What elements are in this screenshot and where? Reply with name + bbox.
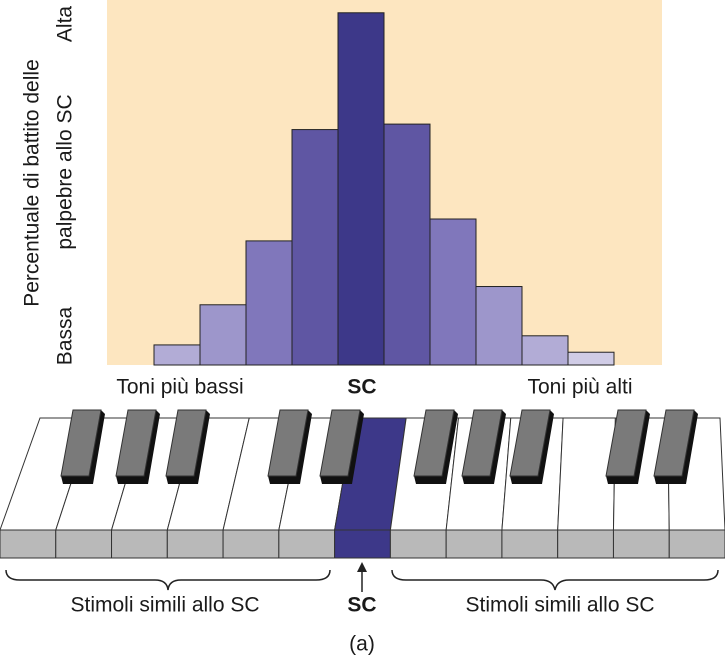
key-front — [668, 529, 725, 559]
key-front — [445, 529, 503, 559]
black-key — [115, 409, 157, 477]
black-key — [165, 409, 207, 477]
piano-left-label: Stimoli simili allo SC — [70, 594, 259, 617]
bar — [567, 351, 615, 366]
key-front — [166, 529, 224, 559]
x-high-label: Toni più alti — [527, 376, 632, 399]
bar — [153, 344, 201, 366]
key-front — [334, 529, 391, 559]
black-key-side — [166, 410, 210, 484]
y-axis-label: Percentuale di battito delle — [21, 59, 44, 307]
black-key — [267, 409, 309, 477]
y-axis-label: palpebre allo SC — [54, 94, 77, 249]
key-front — [0, 529, 57, 559]
black-key-side — [320, 410, 364, 484]
bar — [475, 286, 523, 366]
black-key-side — [414, 410, 458, 484]
piano-right-label: Stimoli simili allo SC — [465, 594, 654, 617]
x-center-label: SC — [347, 376, 376, 399]
bar — [199, 304, 247, 366]
piano-center-label: SC — [347, 594, 376, 617]
black-key-side — [116, 410, 160, 484]
y-low-label: Bassa — [54, 307, 77, 366]
key-front — [501, 529, 559, 559]
key-front — [278, 529, 336, 559]
caption: (a) — [349, 633, 375, 656]
black-key — [653, 409, 695, 477]
black-key — [605, 409, 647, 477]
bar — [245, 240, 293, 366]
key-front — [222, 529, 280, 559]
key-front — [612, 529, 670, 559]
black-key-side — [654, 410, 698, 484]
arrow-head — [357, 562, 367, 572]
black-key — [461, 409, 503, 477]
bar — [521, 335, 569, 366]
bar — [291, 129, 339, 366]
key-front — [389, 529, 447, 559]
black-key-side — [268, 410, 312, 484]
black-key — [319, 409, 361, 477]
black-key-side — [61, 410, 105, 484]
bracket — [5, 569, 331, 591]
key-front — [557, 529, 614, 559]
black-key — [413, 409, 455, 477]
black-key-side — [462, 410, 506, 484]
x-low-label: Toni più bassi — [116, 376, 243, 399]
black-key-side — [510, 410, 554, 484]
y-high-label: Alta — [54, 6, 77, 43]
black-key — [509, 409, 551, 477]
piano — [0, 409, 725, 559]
key-front — [111, 529, 168, 559]
black-key-side — [606, 410, 650, 484]
bar — [337, 12, 385, 366]
bar — [383, 123, 431, 366]
bracket — [391, 569, 719, 591]
bar — [429, 218, 477, 366]
key-front — [55, 529, 113, 559]
black-key — [60, 409, 102, 477]
